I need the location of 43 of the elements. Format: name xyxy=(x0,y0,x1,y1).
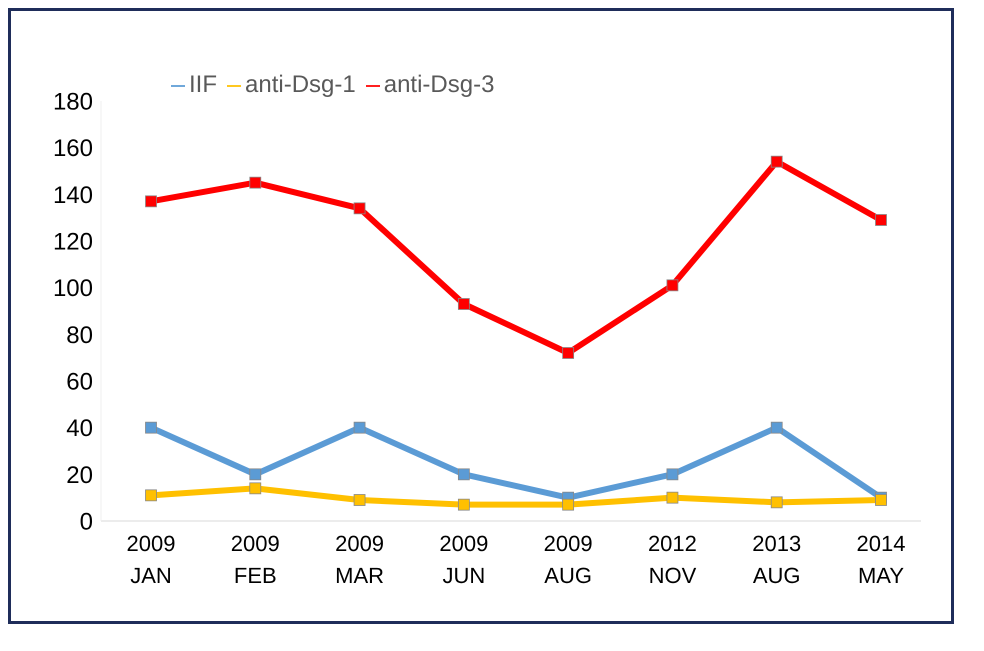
x-tick-label: 2009 AUG xyxy=(544,531,593,588)
point xyxy=(458,298,470,310)
y-tick-label: 0 xyxy=(80,508,93,536)
y-tick-label: 120 xyxy=(52,228,93,256)
point xyxy=(875,494,887,506)
x-tick-label: 2009 MAR xyxy=(335,531,384,588)
point xyxy=(458,498,470,511)
point xyxy=(145,195,157,208)
point xyxy=(458,468,470,480)
point xyxy=(875,214,887,226)
x-tick-label: 2009 FEB xyxy=(230,531,280,588)
point xyxy=(354,494,366,506)
point xyxy=(145,489,157,502)
y-tick-label: 20 xyxy=(66,462,93,489)
point xyxy=(354,422,366,434)
point xyxy=(354,202,366,214)
y-tick-label: 60 xyxy=(66,368,93,396)
point xyxy=(770,422,783,434)
x-tick-label: 2009 JAN xyxy=(126,531,176,588)
y-tick-label: 80 xyxy=(66,322,93,349)
point xyxy=(249,482,262,494)
point xyxy=(666,492,678,504)
point xyxy=(145,422,157,434)
x-tick-label: 2009 JUN xyxy=(439,531,488,588)
point xyxy=(562,498,574,511)
point xyxy=(562,347,574,359)
y-tick-label: 140 xyxy=(52,182,93,209)
point xyxy=(666,468,678,480)
point xyxy=(666,279,678,292)
point xyxy=(770,496,783,508)
y-tick-label: 180 xyxy=(52,88,93,116)
legend-label: anti-Dsg-3 xyxy=(384,71,494,98)
x-tick-label: 2014 MAY xyxy=(856,531,906,588)
x-tick-label: 2012 NOV xyxy=(648,531,697,588)
y-tick-label: 40 xyxy=(66,415,93,442)
y-tick-label: 160 xyxy=(52,135,93,162)
point xyxy=(249,176,262,189)
point xyxy=(249,468,262,480)
legend-label: IIF xyxy=(189,71,217,98)
legend-label: anti-Dsg-1 xyxy=(245,71,356,98)
point xyxy=(770,156,783,168)
y-tick-label: 100 xyxy=(52,275,93,302)
x-tick-label: 2013 AUG xyxy=(752,531,802,588)
